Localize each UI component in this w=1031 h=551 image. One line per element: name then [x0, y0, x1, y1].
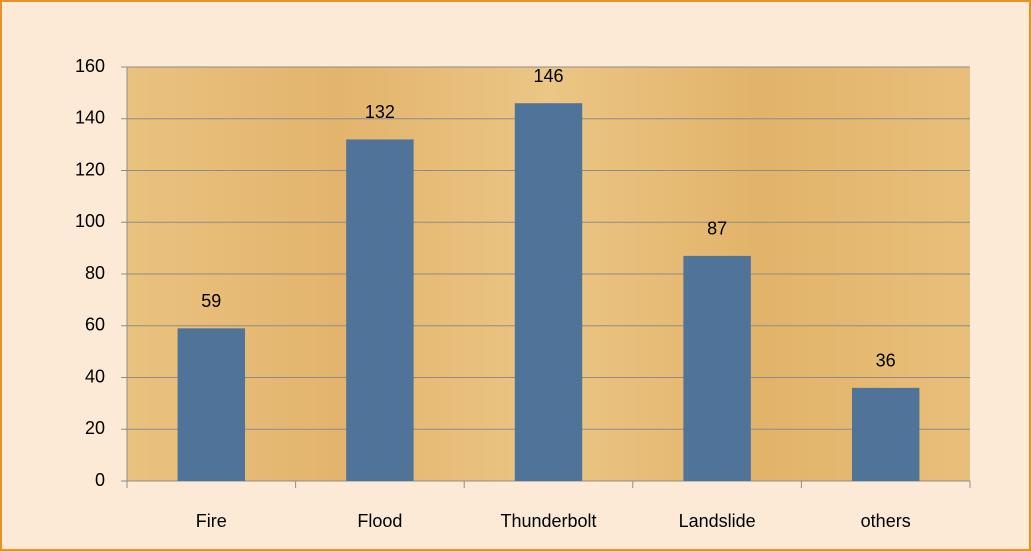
y-tick-label: 140: [75, 108, 105, 128]
y-tick-label: 60: [85, 315, 105, 335]
data-label: 36: [876, 351, 896, 371]
bar: [346, 139, 414, 481]
bar: [683, 255, 751, 481]
x-tick-label: Thunderbolt: [500, 511, 596, 531]
data-label: 59: [201, 291, 221, 311]
bar: [514, 103, 583, 481]
y-tick-label: 40: [85, 366, 105, 386]
data-label: 132: [365, 102, 395, 122]
x-tick-label: Flood: [357, 511, 402, 531]
y-tick-label: 20: [85, 418, 105, 438]
y-tick-label: 160: [75, 56, 105, 76]
data-label: 146: [533, 66, 563, 86]
y-tick-label: 120: [75, 159, 105, 179]
x-tick-label: Fire: [196, 511, 227, 531]
bar: [851, 387, 920, 481]
y-tick-label: 0: [95, 470, 105, 490]
y-tick-label: 100: [75, 211, 105, 231]
data-label: 87: [707, 219, 727, 239]
x-tick-label: Landslide: [679, 511, 756, 531]
bar: [177, 328, 246, 481]
x-tick-label: others: [861, 511, 911, 531]
y-tick-label: 80: [85, 263, 105, 283]
